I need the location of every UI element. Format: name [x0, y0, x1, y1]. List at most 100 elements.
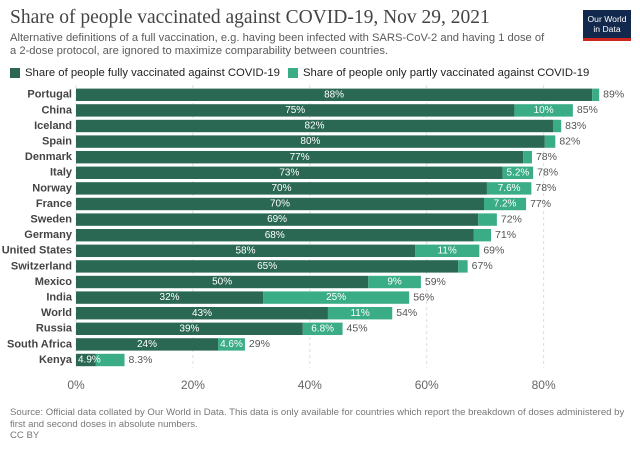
bar-full: [76, 353, 96, 367]
data-label-full: 69%: [267, 214, 287, 225]
x-tick-label: 40%: [298, 378, 322, 392]
data-label-full: 39%: [179, 323, 199, 334]
x-tick-label: 0%: [67, 378, 85, 392]
bar-full: [76, 166, 503, 179]
bar-partial: [592, 88, 600, 101]
logo-line-2: in Data: [593, 24, 621, 34]
x-tick-label: 60%: [415, 378, 439, 392]
category-label: Spain: [42, 136, 72, 148]
category-label: China: [41, 104, 72, 116]
legend-item-partial[interactable]: Share of people only partly vaccinated a…: [287, 67, 590, 79]
bar-partial: [514, 104, 573, 117]
data-label-partial: 11%: [438, 245, 457, 256]
logo-line-1: Our World: [587, 14, 627, 24]
data-label-full: 68%: [265, 230, 285, 241]
legend-swatch-full: [10, 68, 20, 78]
x-tick-label: 80%: [532, 378, 556, 392]
category-label: United States: [2, 245, 72, 257]
bar-full: [76, 182, 487, 195]
data-label-full: 70%: [271, 183, 291, 194]
bar-partial: [486, 182, 532, 195]
owid-logo[interactable]: Our World in Data: [583, 10, 631, 41]
total-label: 8.3%: [129, 354, 153, 366]
bar-full: [76, 104, 515, 117]
category-label: Denmark: [25, 151, 73, 163]
legend-label-partial: Share of people only partly vaccinated a…: [302, 67, 590, 79]
total-label: 59%: [425, 276, 446, 288]
bar-full: [76, 307, 328, 320]
total-label: 67%: [472, 260, 493, 272]
bar-full: [76, 322, 303, 335]
source-note: Source: Official data collated by Our Wo…: [10, 407, 625, 430]
bar-partial: [302, 322, 343, 335]
bar-partial: [95, 353, 125, 367]
data-label-full: 24%: [137, 339, 157, 350]
data-label-full: 4.9%: [78, 355, 101, 366]
data-label-partial: 10%: [534, 105, 554, 116]
legend-swatch-partial: [287, 68, 298, 78]
bar-full: [76, 291, 264, 304]
total-label: 78%: [536, 151, 557, 163]
chart-title: Share of people vaccinated against COVID…: [10, 7, 490, 28]
bar-partial: [263, 291, 410, 304]
data-label-full: 58%: [236, 245, 256, 256]
total-label: 71%: [495, 229, 516, 241]
bar-chart: 0% 20% 40% 60% 80% Portugal 88% 89% China 75% 10% 8…: [2, 85, 624, 392]
category-label: Germany: [24, 229, 73, 241]
bar-partial: [478, 213, 497, 226]
bar-full: [76, 229, 474, 242]
x-tick-label: 20%: [181, 378, 205, 392]
data-label-full: 65%: [257, 261, 277, 272]
data-label-full: 73%: [279, 167, 299, 178]
bar-full: [76, 213, 479, 226]
category-label: World: [41, 307, 72, 319]
bar-full: [76, 260, 459, 273]
data-label-full: 82%: [304, 121, 324, 132]
total-label: 69%: [483, 245, 504, 257]
total-label: 45%: [347, 323, 368, 335]
chart-footer: Source: Official data collated by Our Wo…: [10, 407, 630, 442]
category-label: Italy: [50, 167, 73, 179]
category-label: India: [46, 292, 73, 304]
data-label-full: 32%: [160, 292, 180, 303]
bar-full: [76, 119, 553, 133]
total-label: 78%: [537, 167, 558, 179]
bar-full: [76, 338, 219, 351]
data-label-full: 70%: [270, 199, 290, 210]
total-label: 83%: [565, 120, 586, 132]
bar-full: [76, 244, 416, 257]
total-label: 54%: [396, 307, 417, 319]
total-label: 72%: [501, 213, 522, 225]
total-label: 89%: [603, 89, 624, 101]
bar-partial: [415, 244, 480, 257]
legend-item-full[interactable]: Share of people fully vaccinated against…: [10, 67, 280, 79]
total-label: 56%: [413, 291, 434, 303]
category-label: Russia: [36, 323, 73, 335]
bar-partial: [473, 229, 492, 242]
bar-partial: [502, 166, 534, 179]
category-label: Mexico: [35, 276, 73, 288]
category-label: France: [36, 198, 72, 210]
data-label-partial: 11%: [350, 308, 369, 319]
bar-partial: [484, 197, 527, 211]
category-label: Iceland: [34, 120, 72, 132]
data-label-partial: 7.2%: [494, 199, 517, 210]
bar-partial: [458, 260, 468, 273]
category-label: Switzerland: [11, 260, 72, 272]
chart-subtitle: Alternative definitions of a full vaccin…: [10, 32, 545, 57]
category-label: Norway: [32, 182, 73, 194]
bar-partial: [552, 119, 562, 133]
bar-partial: [218, 338, 245, 351]
data-label-partial: 25%: [326, 292, 346, 303]
data-label-partial: 5.2%: [507, 167, 530, 178]
bar-full: [76, 135, 545, 148]
bar-partial: [523, 151, 532, 164]
license-note: CC BY: [10, 430, 40, 441]
bar-partial: [368, 275, 421, 289]
bar-partial: [327, 307, 393, 320]
data-label-full: 77%: [290, 152, 310, 163]
data-label-full: 88%: [324, 89, 344, 100]
bar-full: [76, 275, 369, 289]
data-label-partial: 6.8%: [311, 323, 334, 334]
total-label: 77%: [530, 198, 551, 210]
